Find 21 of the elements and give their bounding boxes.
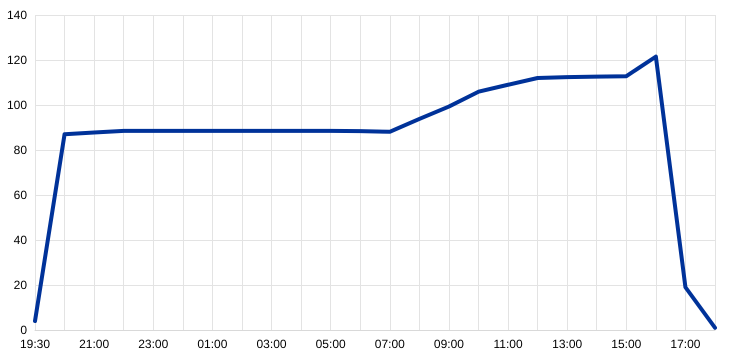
x-tick-label: 13:00 — [552, 337, 583, 351]
y-tick-label: 40 — [14, 233, 28, 247]
y-tick-label: 100 — [6, 98, 28, 112]
y-tick-label: 140 — [6, 8, 28, 22]
x-tick-label: 09:00 — [434, 337, 464, 351]
x-tick-label: 05:00 — [316, 337, 346, 351]
x-tick-label: 21:00 — [79, 337, 110, 351]
x-tick-label: 17:00 — [670, 337, 701, 351]
x-tick-label: 03:00 — [256, 337, 287, 351]
x-tick-label: 19:30 — [20, 337, 50, 351]
y-tick-label: 0 — [20, 323, 28, 337]
y-tick-label: 60 — [14, 188, 28, 202]
x-tick-label: 11:00 — [493, 337, 523, 351]
y-tick-label: 20 — [14, 278, 28, 292]
x-tick-label: 15:00 — [611, 337, 642, 351]
x-tick-label: 07:00 — [374, 337, 406, 351]
y-tick-label: 120 — [6, 53, 28, 67]
line-series — [33, 54, 717, 330]
x-tick-label: 23:00 — [138, 337, 169, 351]
y-tick-label: 80 — [14, 143, 28, 157]
x-tick-label: 01:00 — [197, 337, 228, 351]
